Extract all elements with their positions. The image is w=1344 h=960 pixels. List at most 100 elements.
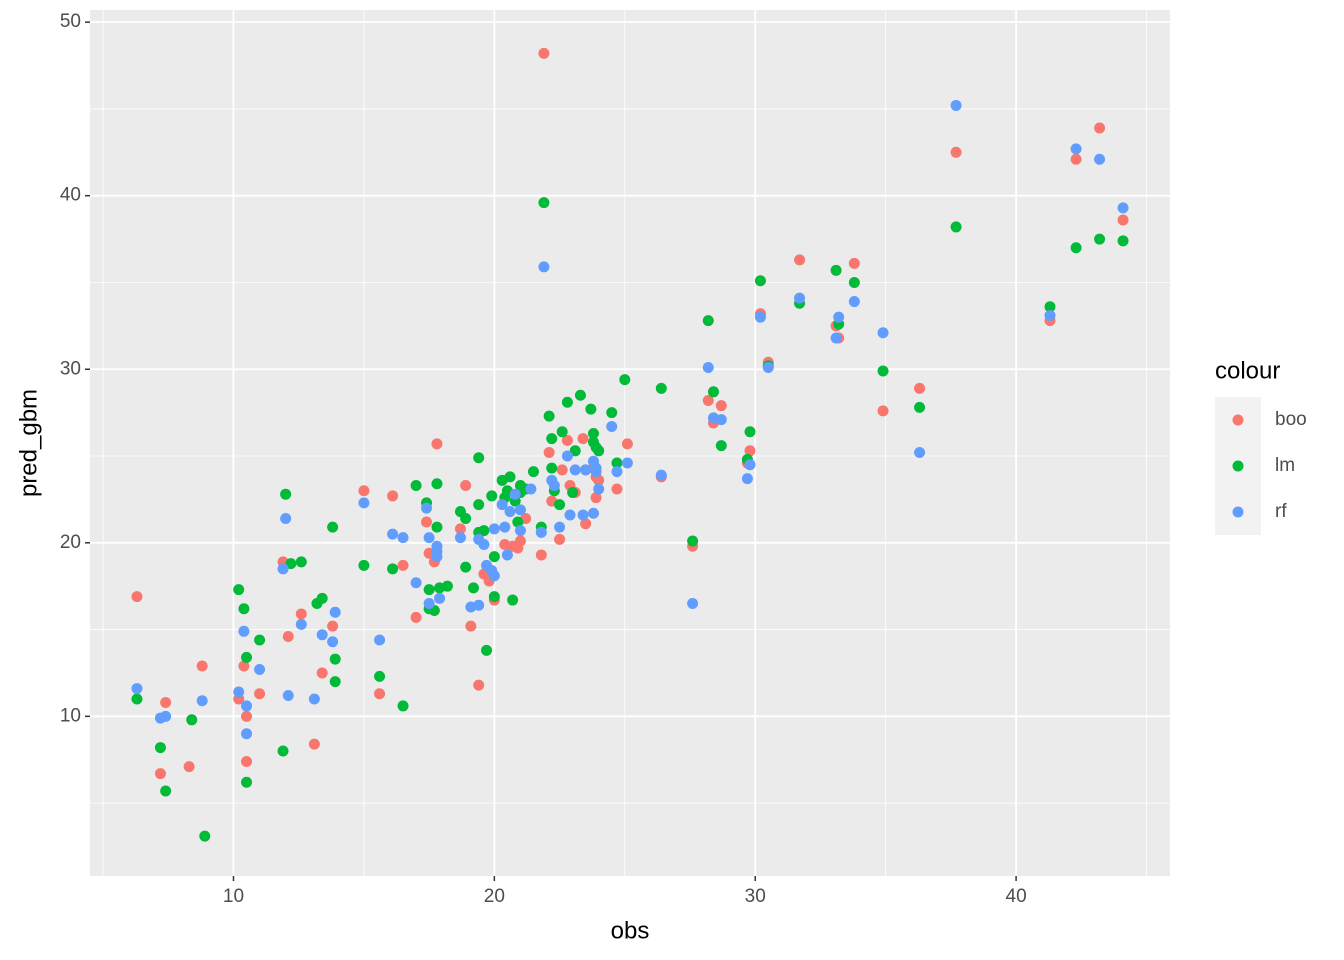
x-tick-label: 40 (1006, 886, 1027, 907)
point (580, 464, 592, 476)
point (593, 483, 605, 495)
point (183, 761, 195, 773)
point (744, 426, 756, 438)
point (467, 582, 479, 594)
point (848, 296, 860, 308)
point (543, 447, 555, 459)
point (507, 594, 519, 606)
point (556, 464, 568, 476)
point (295, 556, 307, 568)
y-tick-label: 10 (60, 705, 81, 726)
point (131, 693, 143, 705)
point (473, 599, 485, 611)
point (374, 634, 386, 646)
point (794, 292, 806, 304)
point (621, 457, 633, 469)
point (546, 433, 558, 445)
point (431, 521, 443, 533)
x-axis-title: obs (611, 917, 650, 944)
point (1044, 309, 1056, 321)
point (687, 598, 699, 610)
point (1044, 301, 1056, 313)
point (460, 561, 472, 573)
point (233, 686, 245, 698)
x-tick-label: 10 (223, 886, 244, 907)
point (567, 486, 579, 498)
x-tick-label: 30 (745, 886, 766, 907)
point (387, 528, 399, 540)
legend-label: rf (1275, 501, 1287, 522)
point (397, 700, 409, 712)
point (702, 362, 714, 374)
point (199, 830, 211, 842)
point (196, 695, 208, 707)
point (543, 410, 555, 422)
point (585, 403, 597, 415)
point (488, 523, 500, 535)
point (154, 742, 166, 754)
point (848, 276, 860, 288)
point (499, 521, 511, 533)
x-tick-label: 20 (484, 886, 505, 907)
point (329, 606, 341, 618)
point (655, 382, 667, 394)
point (327, 636, 339, 648)
point (848, 257, 860, 269)
point (538, 261, 550, 273)
point (514, 535, 526, 547)
point (525, 483, 537, 495)
point (655, 469, 667, 481)
point (687, 535, 699, 547)
point (593, 474, 605, 486)
point (423, 598, 435, 610)
point (606, 421, 618, 433)
point (254, 663, 266, 675)
point (1070, 143, 1082, 155)
point (619, 374, 631, 386)
point (486, 490, 498, 502)
point (715, 400, 727, 412)
point (577, 509, 589, 521)
point (431, 551, 443, 563)
point (611, 466, 623, 478)
point (358, 497, 370, 509)
point (481, 644, 493, 656)
point (241, 651, 253, 663)
point (397, 532, 409, 544)
point (454, 523, 466, 535)
point (358, 559, 370, 571)
point (285, 558, 297, 570)
point (1117, 235, 1129, 247)
point (538, 197, 550, 209)
point (488, 591, 500, 603)
point (554, 499, 566, 511)
point (233, 584, 245, 596)
point (473, 499, 485, 511)
point (308, 738, 320, 750)
point (877, 327, 889, 339)
point (606, 407, 618, 419)
point (387, 490, 399, 502)
point (744, 459, 756, 471)
legend-title: colour (1215, 357, 1280, 384)
point (238, 603, 250, 615)
point (514, 504, 526, 516)
point (546, 462, 558, 474)
point (514, 525, 526, 537)
point (548, 480, 560, 492)
point (561, 450, 573, 462)
point (241, 776, 253, 788)
point (160, 710, 172, 722)
point (421, 516, 433, 528)
point (556, 426, 568, 438)
point (554, 533, 566, 545)
point (316, 667, 328, 679)
point (833, 311, 845, 323)
point (316, 592, 328, 604)
point (830, 332, 842, 344)
point (160, 696, 172, 708)
point (762, 362, 774, 374)
point (1094, 233, 1106, 245)
point (238, 660, 250, 672)
point (238, 625, 250, 637)
